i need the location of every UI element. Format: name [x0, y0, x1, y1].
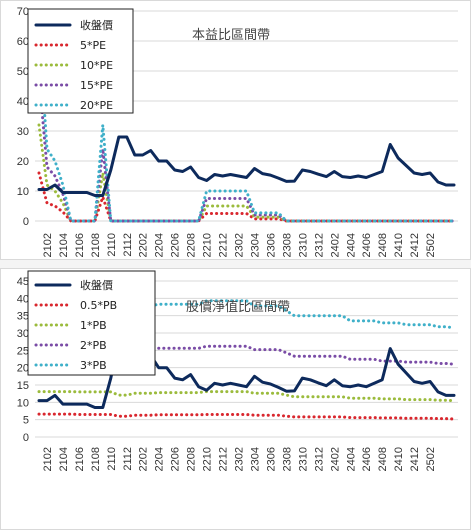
y-tick-label: 25 [17, 345, 29, 357]
x-tick-label: 2302 [234, 447, 246, 471]
x-tick-label: 2306 [265, 233, 277, 257]
x-tick-label: 2206 [170, 233, 182, 257]
x-tick-label: 2208 [186, 447, 198, 471]
x-tick-label: 2502 [425, 233, 437, 257]
x-tick-label: 2312 [313, 233, 325, 257]
x-tick-label: 2304 [249, 447, 261, 471]
y-tick-label: 40 [17, 96, 29, 108]
series-line-10*PE [37, 123, 456, 223]
legend-label: 20*PE [80, 99, 113, 112]
x-tick-label: 2302 [234, 233, 246, 257]
x-tick-label: 2204 [154, 447, 166, 471]
x-tick-label: 2310 [297, 447, 309, 471]
y-tick-label: 20 [17, 363, 29, 375]
x-tick-label: 2212 [218, 447, 230, 471]
legend-label: 3*PB [80, 359, 107, 372]
legend-label: 5*PE [80, 39, 106, 52]
y-tick-label: 70 [17, 6, 29, 18]
y-tick-label: 5 [23, 415, 29, 427]
x-tick-label: 2304 [249, 233, 261, 257]
pb-band-chart-panel: 0 5 10 15 20 25 30 35 40 45 2102 2104 2106 2108 2110 21… [0, 268, 471, 530]
chart-title: 股價淨值比區間帶 [186, 299, 290, 315]
x-tick-label: 2406 [361, 447, 373, 471]
series-line-3*PB [37, 299, 456, 330]
x-tick-label: 2212 [218, 233, 230, 257]
series-line-1*PB [37, 390, 456, 403]
x-tick-label: 2108 [90, 233, 102, 257]
legend-box [27, 270, 156, 376]
x-tick-label: 2308 [281, 233, 293, 257]
legend-label: 15*PE [80, 79, 113, 92]
y-tick-label: 45 [17, 276, 29, 288]
x-tick-label: 2206 [170, 447, 182, 471]
y-tick-label: 50 [17, 66, 29, 78]
y-tick-label: 30 [17, 328, 29, 340]
x-tick-label: 2310 [297, 233, 309, 257]
x-tick-label: 2108 [90, 447, 102, 471]
series-line-0.5*PB [37, 412, 456, 421]
x-tick-label: 2112 [122, 233, 134, 257]
x-tick-label: 2110 [106, 447, 118, 471]
x-tick-label: 2202 [138, 233, 150, 257]
x-tick-label: 2106 [74, 447, 86, 471]
y-tick-label: 15 [17, 380, 29, 392]
x-tick-label: 2502 [425, 447, 437, 471]
x-tick-label: 2402 [329, 233, 341, 257]
x-tick-label: 2202 [138, 447, 150, 471]
x-tick-label: 2104 [58, 233, 70, 257]
x-tick-label: 2308 [281, 447, 293, 471]
y-tick-label: 10 [17, 186, 29, 198]
legend-label: 收盤價 [80, 278, 113, 292]
x-tick-label: 2408 [377, 447, 389, 471]
x-tick-label: 2406 [361, 233, 373, 257]
y-tick-label: 0 [23, 432, 29, 444]
x-tick-label: 2404 [345, 447, 357, 471]
y-tick-label: 40 [17, 293, 29, 305]
pe-band-chart: 0 10 20 30 40 50 60 70 2102 2104 2106 2108 2110 2112 2… [17, 6, 458, 257]
x-tick-label: 2410 [393, 447, 405, 471]
y-tick-label: 20 [17, 156, 29, 168]
x-tick-label: 2410 [393, 233, 405, 257]
series-line-收盤價 [37, 338, 456, 409]
x-tick-label: 2204 [154, 233, 166, 257]
y-tick-label: 30 [17, 126, 29, 138]
x-tick-label: 2106 [74, 233, 86, 257]
pb-band-chart: 0 5 10 15 20 25 30 35 40 45 2102 2104 2106 2108 2110 21… [17, 270, 458, 471]
x-tick-label: 2102 [42, 233, 54, 257]
x-tick-label: 2104 [58, 447, 70, 471]
legend-label: 收盤價 [80, 18, 113, 32]
legend-label: 2*PB [80, 339, 107, 352]
chart-title: 本益比區間帶 [192, 28, 270, 43]
x-tick-label: 2110 [106, 233, 118, 257]
x-tick-label: 2210 [202, 447, 214, 471]
x-tick-label: 2208 [186, 233, 198, 257]
x-tick-label: 2404 [345, 233, 357, 257]
series-line-收盤價 [37, 135, 456, 197]
x-tick-label: 2210 [202, 233, 214, 257]
legend-label: 0.5*PB [80, 299, 117, 312]
x-tick-label: 2306 [265, 447, 277, 471]
x-tick-label: 2402 [329, 447, 341, 471]
x-tick-label: 2312 [313, 447, 325, 471]
x-tick-label: 2112 [122, 447, 134, 471]
x-tick-label: 2412 [409, 233, 421, 257]
legend-label: 1*PB [80, 319, 107, 332]
x-tick-label: 2102 [42, 447, 54, 471]
y-tick-label: 10 [17, 397, 29, 409]
series-line-5*PE [37, 171, 456, 223]
series-line-2*PB [37, 344, 456, 366]
series-line-20*PE [37, 27, 456, 223]
y-tick-label: 35 [17, 311, 29, 323]
legend-label: 10*PE [80, 59, 113, 72]
x-tick-label: 2408 [377, 233, 389, 257]
y-tick-label: 60 [17, 36, 29, 48]
x-tick-label: 2412 [409, 447, 421, 471]
y-tick-label: 0 [23, 216, 29, 228]
pe-band-chart-panel: 0 10 20 30 40 50 60 70 2102 2104 2106 2108 2110 2112 2… [0, 0, 471, 260]
